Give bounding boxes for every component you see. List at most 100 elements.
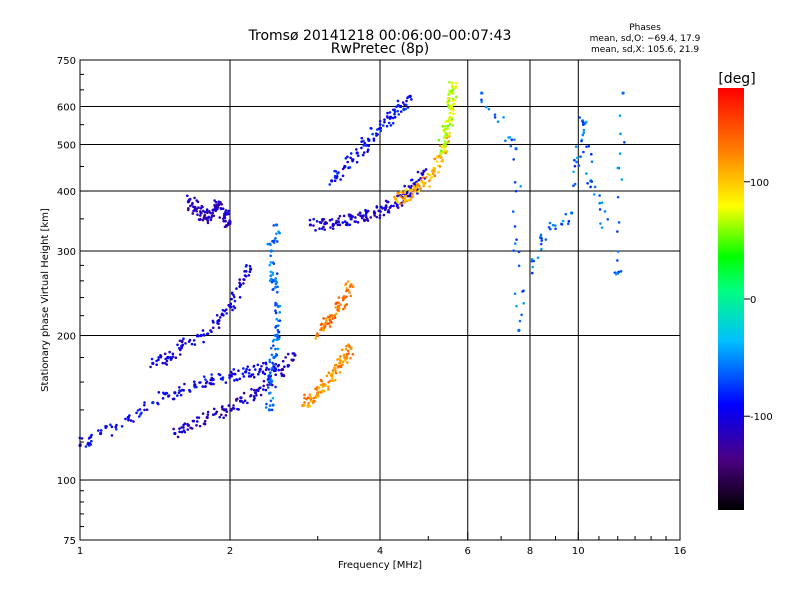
data-point-jitter (333, 378, 337, 382)
data-point-jitter (399, 195, 402, 198)
data-point-jitter (270, 353, 274, 357)
data-point-jitter (417, 189, 421, 193)
data-point-jitter (205, 380, 209, 384)
data-point-jitter (242, 282, 245, 285)
colorbar-tick-label: 0 (750, 295, 756, 306)
data-point (388, 115, 393, 119)
data-point-jitter (97, 429, 100, 432)
data-point-jitter (330, 218, 334, 221)
data-point-jitter (218, 316, 222, 319)
data-point-jitter (450, 82, 454, 85)
data-point-jitter (325, 374, 329, 378)
data-point-jitter (252, 365, 256, 368)
data-point-jitter (221, 207, 225, 211)
data-point-jitter (316, 334, 319, 337)
data-point-jitter (385, 115, 389, 118)
data-point-jitter (114, 425, 117, 429)
data-point-jitter (137, 415, 141, 418)
data-point-jitter (328, 325, 332, 328)
data-point-jitter (271, 339, 275, 343)
data-point-jitter (155, 363, 158, 367)
data-point-jitter (232, 404, 235, 407)
data-point-jitter (344, 283, 347, 287)
data-point-jitter (448, 80, 451, 84)
data-point-jitter (376, 128, 379, 131)
data-point-jitter (309, 395, 313, 399)
data-point-jitter (120, 424, 124, 428)
x-tick-label: 10 (572, 546, 585, 557)
data-point-jitter (335, 312, 338, 316)
data-point-jitter (566, 222, 570, 226)
data-point-jitter (327, 385, 330, 388)
data-point-jitter (252, 395, 256, 398)
data-point-jitter (90, 439, 93, 443)
data-point-jitter (454, 86, 457, 90)
data-point-jitter (502, 116, 505, 119)
data-point-jitter (513, 138, 516, 141)
data-point-jitter (573, 158, 576, 162)
data-point-jitter (519, 185, 523, 188)
data-point-jitter (87, 437, 91, 440)
data-point-jitter (215, 410, 219, 414)
data-point-jitter (413, 188, 417, 192)
data-point-jitter (378, 216, 382, 220)
data-point-jitter (212, 382, 215, 386)
data-point-jitter (441, 146, 445, 149)
data-point-jitter (400, 204, 404, 207)
data-point-jitter (211, 211, 215, 215)
data-point-jitter (327, 322, 331, 325)
data-point-jitter (339, 355, 342, 358)
data-point-jitter (235, 378, 238, 381)
data-point (422, 169, 426, 173)
data-point-jitter (333, 367, 336, 370)
data-point-jitter (233, 306, 237, 310)
data-point-jitter (375, 215, 379, 219)
data-point-jitter (405, 99, 408, 103)
data-point-jitter (351, 285, 355, 288)
data-point-jitter (446, 124, 450, 128)
data-point-jitter (167, 395, 170, 398)
data-point-jitter (203, 385, 207, 388)
data-point-jitter (448, 89, 451, 93)
data-point-jitter (450, 119, 453, 123)
data-point-jitter (105, 425, 108, 428)
data-point-jitter (180, 426, 183, 429)
data-point (267, 408, 272, 412)
data-point-jitter (269, 371, 272, 374)
data-point-jitter (348, 223, 352, 227)
data-point-jitter (157, 358, 160, 362)
data-point-jitter (404, 188, 408, 192)
data-point-jitter (419, 187, 422, 191)
data-point-jitter (306, 396, 310, 400)
data-point (269, 380, 273, 384)
data-point-jitter (364, 143, 367, 147)
data-point-jitter (278, 311, 282, 314)
data-point-jitter (409, 198, 412, 201)
data-point-jitter (572, 170, 575, 174)
data-point-jitter (280, 368, 283, 372)
colorbar-tick-label: 100 (750, 178, 769, 189)
data-point-jitter (480, 98, 483, 102)
data-point-jitter (124, 417, 127, 421)
data-point-jitter (308, 393, 312, 396)
data-point-jitter (375, 205, 379, 208)
data-point-jitter (349, 156, 352, 160)
data-point-jitter (269, 243, 272, 247)
data-point-jitter (233, 299, 237, 303)
data-point-jitter (274, 277, 278, 280)
data-point-jitter (186, 428, 190, 431)
data-point-jitter (230, 408, 233, 411)
data-point-jitter (247, 273, 251, 277)
data-point-jitter (213, 205, 217, 209)
data-point-jitter (179, 393, 183, 397)
data-point-jitter (314, 229, 317, 232)
data-point (355, 151, 359, 155)
data-point-jitter (165, 359, 169, 363)
data-point-jitter (448, 122, 452, 126)
data-point-jitter (441, 151, 445, 154)
data-point-jitter (230, 374, 233, 378)
data-point-jitter (303, 401, 306, 404)
data-point-jitter (349, 294, 353, 298)
data-point-jitter (581, 133, 585, 137)
data-point-jitter (243, 399, 247, 403)
